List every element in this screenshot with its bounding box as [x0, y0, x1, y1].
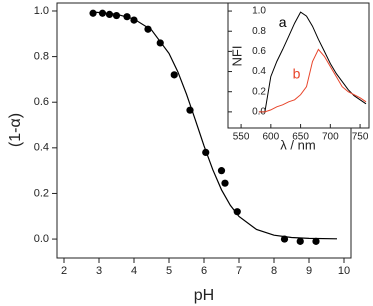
data-point [202, 148, 210, 156]
plot-frame [227, 2, 370, 129]
data-point [296, 237, 304, 245]
y-tick-label: 1.0 [252, 6, 266, 17]
y-tick-label: 0.0 [34, 233, 49, 245]
x-tick-label: 7 [236, 265, 242, 277]
series-label: a [279, 14, 287, 30]
x-tick-label: 9 [306, 265, 312, 277]
y-tick-label: 0.8 [252, 26, 266, 37]
data-point [233, 208, 241, 216]
x-axis-label: λ / nm [280, 137, 315, 152]
y-tick-label: 1.0 [34, 5, 49, 17]
y-tick-label: 0.4 [34, 142, 49, 154]
data-point [186, 106, 194, 114]
y-axis-label: NFI [229, 46, 244, 67]
data-point [312, 237, 320, 245]
x-axis-label: pH [194, 287, 214, 304]
spectrum-line [258, 11, 367, 113]
data-point [105, 10, 114, 19]
x-tick-label: 4 [131, 265, 137, 277]
x-tick-label: 700 [322, 132, 339, 143]
data-point [170, 71, 178, 79]
data-point [130, 16, 138, 24]
data-point [144, 25, 152, 33]
x-tick-label: 5 [166, 265, 172, 277]
data-point [123, 13, 131, 21]
data-point [221, 179, 229, 187]
data-point [98, 9, 107, 17]
y-tick-label: 0.4 [252, 66, 266, 77]
x-tick-label: 600 [262, 132, 279, 143]
series-label: b [293, 65, 301, 81]
data-point [112, 11, 121, 20]
x-tick-label: 8 [271, 265, 277, 277]
y-tick-label: 0.2 [34, 187, 49, 199]
x-tick-label: 10 [338, 265, 350, 277]
y-tick-label: 0.6 [252, 46, 266, 57]
y-tick-label: 0.6 [34, 96, 49, 108]
data-point [217, 167, 226, 175]
y-tick-label: 0.8 [34, 51, 49, 63]
y-axis-label: (1-α) [7, 113, 24, 147]
spectrum-line [258, 48, 367, 113]
y-tick-label: 0.2 [252, 86, 266, 97]
x-tick-label: 550 [233, 132, 250, 143]
x-tick-label: 2 [61, 265, 67, 277]
inset-background [228, 3, 369, 128]
x-tick-label: 3 [96, 265, 102, 277]
x-tick-label: 6 [201, 265, 207, 277]
data-point [280, 235, 289, 243]
data-point [156, 39, 164, 47]
x-tick-label: 750 [352, 132, 369, 143]
x-tick-label: 650 [292, 132, 309, 143]
data-point [89, 9, 97, 17]
